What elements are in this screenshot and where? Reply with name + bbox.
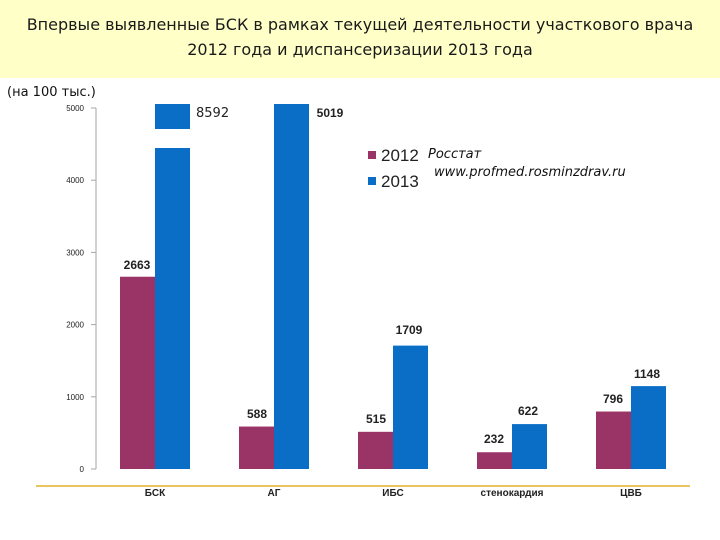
title-banner: Впервые выявленные БСК в рамках текущей … <box>0 0 720 78</box>
bar-2013-БСК <box>155 104 190 469</box>
data-label-2013-ИБС: 1709 <box>396 323 423 337</box>
legend-swatch-2012 <box>368 151 376 159</box>
y-tick-label: 4000 <box>66 176 84 185</box>
data-label-2013-стенокардия: 622 <box>518 404 538 418</box>
x-tick-label: БСК <box>145 488 166 499</box>
data-label-2012-БСК: 2663 <box>124 258 151 272</box>
bar-2013-АГ <box>274 104 309 469</box>
source-line-2: www.profmed.rosminzdrav.ru <box>434 165 626 180</box>
y-tick-label: 1000 <box>66 393 84 402</box>
data-label-2012-ЦВБ: 796 <box>603 392 623 406</box>
data-label-2013-ЦВБ: 1148 <box>634 367 660 381</box>
bar-2012-АГ <box>239 426 274 469</box>
y-tick-label: 3000 <box>66 248 84 257</box>
unit-label: (на 100 тыс.) <box>7 85 96 100</box>
title-line-1: Впервые выявленные БСК в рамках текущей … <box>26 15 694 34</box>
y-tick-label: 0 <box>80 465 85 474</box>
bar-2012-стенокардия <box>477 452 512 469</box>
x-tick-label: АГ <box>268 488 281 499</box>
page-title: Впервые выявленные БСК в рамках текущей … <box>0 12 720 62</box>
title-line-2: 2012 года и диспансеризации 2013 года <box>187 40 533 59</box>
x-tick-label: стенокардия <box>481 488 544 499</box>
bar-2013-ЦВБ <box>631 386 666 469</box>
source-line-1: Росстат <box>428 147 482 162</box>
x-tick-label: ЦВБ <box>620 488 642 499</box>
legend-label-2013: 2013 <box>381 172 419 191</box>
x-tick-label: ИБС <box>382 488 403 499</box>
y-tick-label: 5000 <box>66 104 84 113</box>
data-label-2012-АГ: 588 <box>247 407 267 421</box>
axis-break-gap <box>154 129 191 148</box>
source-note: Росстат www.profmed.rosminzdrav.ru <box>428 146 626 182</box>
data-label-2013-БСК: 8592 <box>196 106 229 121</box>
bar-2013-ИБС <box>393 345 428 469</box>
data-label-2012-ИБС: 515 <box>366 412 386 426</box>
y-tick-label: 2000 <box>66 321 84 330</box>
bar-2012-ЦВБ <box>596 411 631 469</box>
legend-label-2012: 2012 <box>381 146 419 165</box>
bar-2013-стенокардия <box>512 424 547 469</box>
bar-2012-ИБС <box>358 431 393 469</box>
bar-2012-БСК <box>120 276 155 469</box>
data-label-2012-стенокардия: 232 <box>484 432 504 446</box>
legend-swatch-2013 <box>368 177 376 185</box>
data-label-2013-АГ: 5019 <box>317 106 344 120</box>
